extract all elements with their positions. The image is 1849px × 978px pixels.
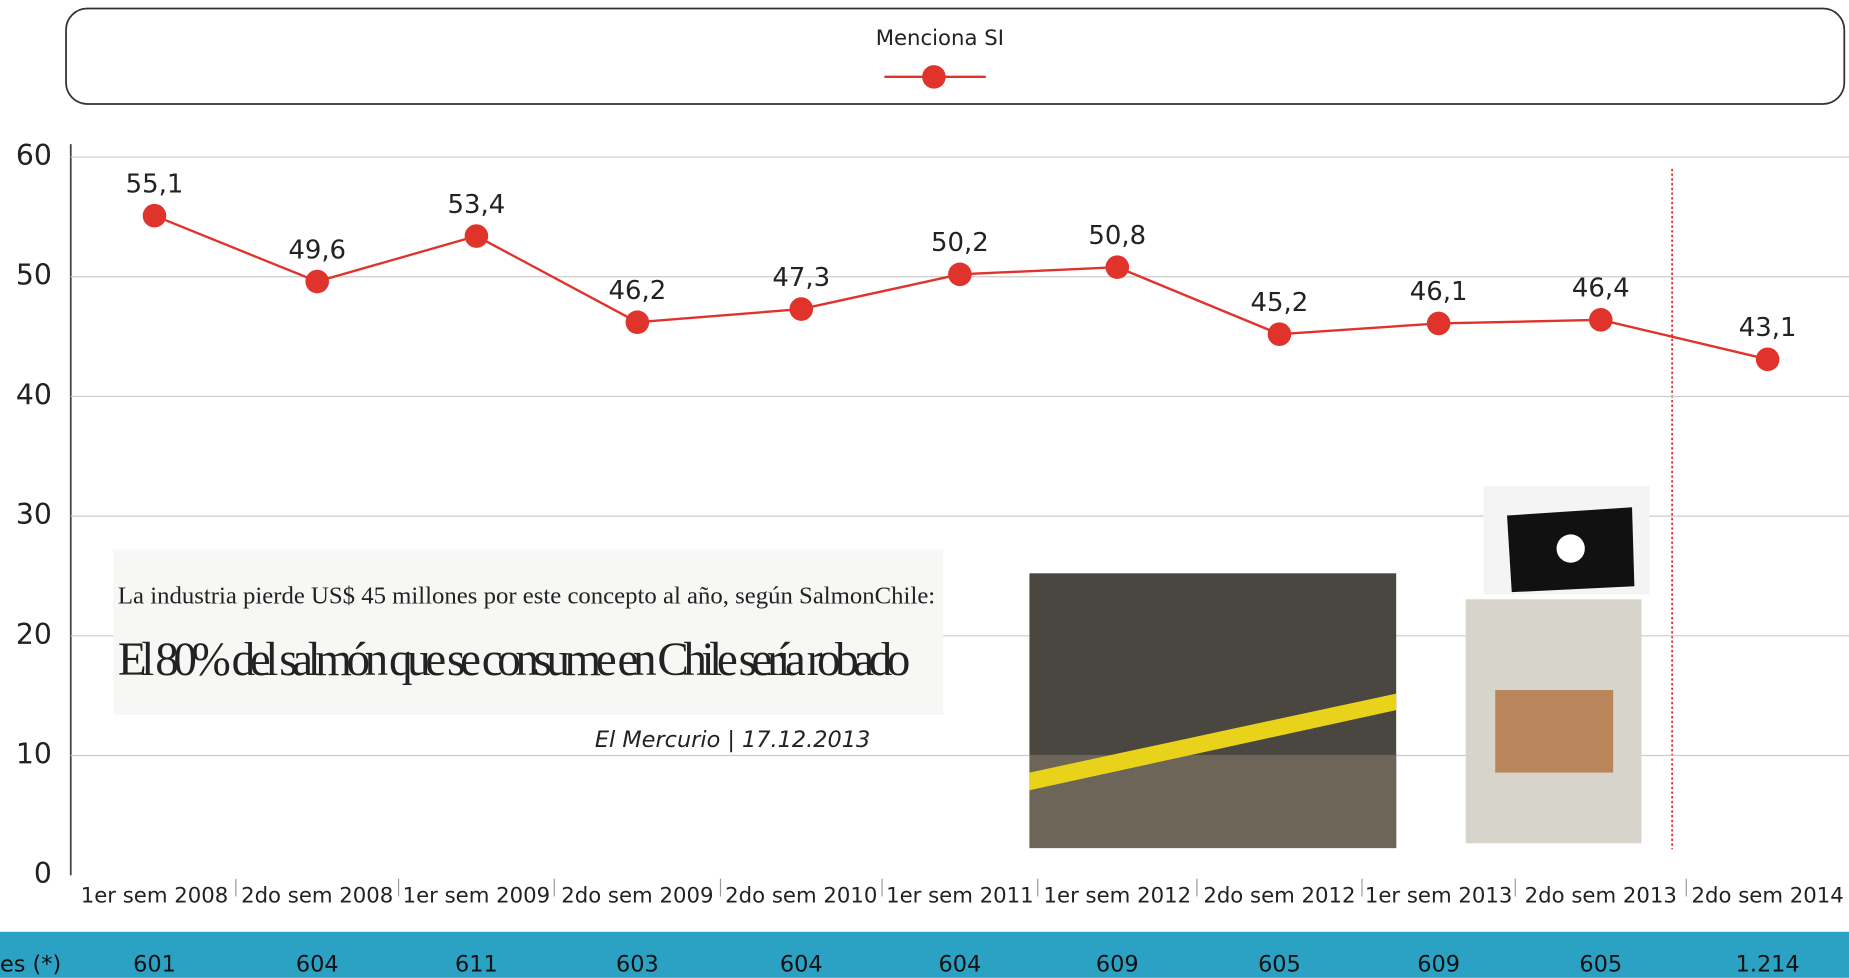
data-point bbox=[1588, 308, 1613, 332]
data-label: 50,2 bbox=[931, 228, 989, 258]
data-point bbox=[464, 224, 489, 248]
data-label: 46,1 bbox=[1410, 277, 1468, 307]
x-tick-label: 1er sem 2011 bbox=[886, 883, 1034, 908]
clip-headline: El 80% del salmón que se consume en Chil… bbox=[118, 634, 910, 686]
x-tick-label: 2do sem 2009 bbox=[561, 883, 713, 908]
data-point bbox=[1755, 347, 1780, 372]
row-value: 604 bbox=[296, 951, 339, 977]
skull bbox=[1556, 534, 1585, 563]
annotations: La industria pierde US$ 45 millones por … bbox=[113, 486, 1650, 849]
x-tick-label: 2do sem 2013 bbox=[1525, 883, 1677, 908]
data-point bbox=[625, 310, 650, 335]
news-clip bbox=[113, 549, 944, 715]
data-label: 46,2 bbox=[608, 276, 666, 306]
row-value: 609 bbox=[1096, 951, 1139, 977]
y-tick-label: 60 bbox=[16, 139, 52, 172]
data-label: 53,4 bbox=[448, 190, 506, 220]
data-label: 49,6 bbox=[288, 235, 346, 265]
source: El Mercurio | 17.12.2013 bbox=[595, 727, 870, 753]
data-point bbox=[142, 203, 167, 228]
y-tick-label: 50 bbox=[16, 259, 52, 292]
x-tick-label: 2do sem 2012 bbox=[1203, 883, 1355, 908]
boxes bbox=[1495, 690, 1614, 773]
data-label: 55,1 bbox=[126, 170, 184, 200]
table-band bbox=[0, 931, 1849, 978]
data-label: 46,4 bbox=[1572, 274, 1630, 304]
row-value: 603 bbox=[616, 951, 659, 977]
row-value: 609 bbox=[1417, 951, 1460, 977]
data-point bbox=[1426, 311, 1451, 336]
data-label: 45,2 bbox=[1251, 288, 1309, 318]
legend-box bbox=[65, 7, 1846, 105]
y-tick-label: 30 bbox=[16, 498, 52, 531]
data-label: 50,8 bbox=[1088, 221, 1146, 251]
x-tick-label: 1er sem 2009 bbox=[403, 883, 551, 908]
row-value: 1.214 bbox=[1736, 951, 1800, 977]
y-tick-label: 0 bbox=[34, 857, 52, 890]
y-tick-label: 10 bbox=[16, 738, 52, 771]
data-point bbox=[948, 262, 972, 287]
data-point bbox=[1267, 322, 1292, 346]
row-value: 611 bbox=[455, 951, 498, 977]
x-tick-label: 1er sem 2008 bbox=[81, 883, 229, 908]
data-point bbox=[1105, 255, 1130, 279]
row-value: 604 bbox=[939, 951, 982, 977]
data-point bbox=[789, 297, 814, 321]
x-tick-label: 2do sem 2008 bbox=[241, 883, 393, 908]
y-tick-label: 40 bbox=[16, 378, 52, 411]
x-tick-label: 2do sem 2014 bbox=[1692, 883, 1844, 908]
x-tick-label: 1er sem 2013 bbox=[1365, 883, 1513, 908]
tape bbox=[1029, 693, 1397, 791]
data-label: 47,3 bbox=[772, 263, 830, 293]
legend-marker bbox=[922, 65, 946, 89]
row-value: 605 bbox=[1579, 951, 1622, 977]
row-value: 604 bbox=[780, 951, 823, 977]
clip-line: La industria pierde US$ 45 millones por … bbox=[118, 583, 935, 610]
data-label: 43,1 bbox=[1739, 313, 1797, 343]
x-tick-label: 1er sem 2012 bbox=[1044, 883, 1192, 908]
data-point bbox=[305, 269, 329, 294]
legend-label: Menciona SI bbox=[876, 26, 1004, 51]
row-value: 605 bbox=[1258, 951, 1301, 977]
y-tick-label: 20 bbox=[16, 618, 52, 651]
row-value: 601 bbox=[133, 951, 176, 977]
x-tick-label: 2do sem 2010 bbox=[725, 883, 877, 908]
row-label: es (*) bbox=[0, 951, 61, 977]
